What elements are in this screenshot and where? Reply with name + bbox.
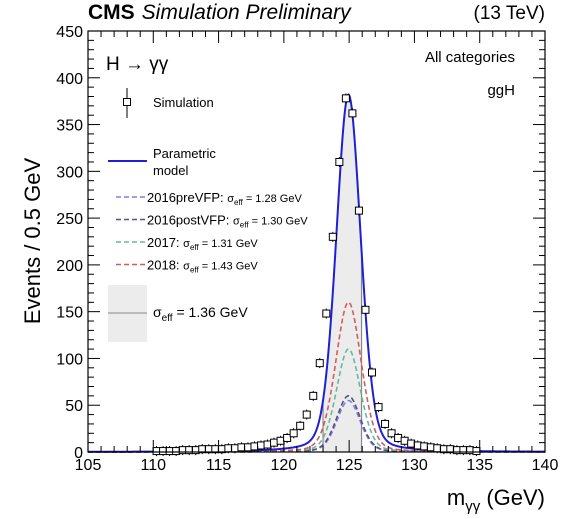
legend-year-label: 2018: σeff = 1.43 GeV — [147, 258, 258, 275]
mc-point — [238, 444, 245, 451]
y-axis-title: Events / 0.5 GeV — [20, 158, 45, 325]
mc-point — [336, 158, 343, 165]
y-tick-label: 450 — [56, 24, 83, 41]
legend-year-value: = 1.31 GeV — [199, 238, 259, 250]
mc-point — [290, 430, 297, 437]
y-tick-label: 50 — [65, 398, 83, 415]
legend-model-label-1: Parametric — [153, 146, 216, 161]
mc-point — [408, 440, 415, 447]
mc-point — [303, 411, 310, 418]
legend-band-sigma: σ — [153, 304, 162, 320]
legend-year-label: 2016preVFP: σeff = 1.28 GeV — [147, 190, 302, 207]
mc-point — [362, 306, 369, 313]
legend-year-value: = 1.30 GeV — [249, 216, 309, 228]
mc-point — [421, 443, 428, 450]
mc-point — [323, 310, 330, 317]
x-tick-label: 120 — [271, 457, 298, 474]
status-label: Simulation Preliminary — [142, 1, 352, 24]
legend-year-value: = 1.43 GeV — [199, 261, 259, 273]
legend-year-name: 2016postVFP: — [147, 213, 233, 228]
mc-point — [277, 437, 284, 444]
legend-simulation-marker — [124, 99, 131, 106]
mc-point — [225, 445, 232, 452]
mc-point — [375, 404, 382, 411]
process-label: H → γγ — [106, 54, 169, 75]
legend-simulation-label: Simulation — [153, 95, 214, 110]
x-tick-label: 130 — [401, 457, 428, 474]
mc-point — [427, 444, 434, 451]
x-tick-label: 115 — [206, 457, 232, 474]
mc-point — [368, 369, 375, 376]
category-label: All categories — [425, 49, 515, 66]
mc-point — [355, 207, 362, 214]
x-axis-title-unit: (GeV) — [480, 485, 545, 510]
mc-point — [251, 443, 258, 450]
y-tick-label: 250 — [56, 211, 83, 228]
mc-point — [382, 420, 389, 427]
legend-year-value: = 1.28 GeV — [243, 193, 303, 205]
mc-point — [160, 448, 167, 455]
legend-band-value: = 1.36 GeV — [173, 304, 249, 320]
mc-point — [349, 110, 356, 117]
y-tick-label: 0 — [74, 445, 83, 462]
mc-point — [258, 442, 265, 449]
mc-point — [342, 95, 349, 102]
legend-year-label: 2016postVFP: σeff = 1.30 GeV — [147, 213, 308, 230]
y-tick-label: 300 — [56, 164, 83, 181]
legend-year-name: 2017: — [147, 235, 183, 250]
mc-point — [329, 233, 336, 240]
legend-band-eff: eff — [162, 313, 173, 324]
y-tick-label: 400 — [56, 71, 83, 88]
mc-point — [434, 445, 441, 452]
experiment-label: CMS — [88, 1, 135, 24]
mc-point — [264, 441, 271, 448]
mc-point — [231, 445, 238, 452]
x-axis-title-sub: γγ — [465, 498, 481, 515]
legend-year-name: 2018: — [147, 258, 183, 273]
mc-point — [310, 392, 317, 399]
mc-point — [414, 442, 421, 449]
y-tick-label: 100 — [56, 351, 83, 368]
mc-point — [395, 434, 402, 441]
mc-point — [401, 437, 408, 444]
mc-point — [316, 360, 323, 367]
legend-model-label-2: model — [153, 163, 189, 178]
y-tick-label: 150 — [56, 305, 83, 322]
mc-point — [297, 422, 304, 429]
mc-point — [166, 448, 173, 455]
y-tick-label: 350 — [56, 118, 83, 135]
mc-point — [473, 448, 480, 455]
mc-point — [284, 434, 291, 441]
x-tick-label: 135 — [466, 457, 493, 474]
mc-point — [173, 448, 180, 455]
y-tick-label: 200 — [56, 258, 83, 275]
x-axis-title-m: m — [447, 485, 465, 510]
mc-point — [388, 430, 395, 437]
mc-point — [153, 448, 160, 455]
mc-point — [271, 439, 278, 446]
x-tick-label: 140 — [532, 457, 559, 474]
legend-year-name: 2016preVFP: — [147, 190, 227, 205]
x-tick-label: 125 — [336, 457, 363, 474]
x-axis-title: mγγ (GeV) — [447, 485, 545, 515]
energy-label: (13 TeV) — [474, 3, 545, 24]
x-tick-label: 110 — [141, 457, 167, 474]
legend-year-label: 2017: σeff = 1.31 GeV — [147, 235, 258, 252]
production-label: ggH — [487, 82, 515, 99]
mc-point — [244, 444, 251, 451]
